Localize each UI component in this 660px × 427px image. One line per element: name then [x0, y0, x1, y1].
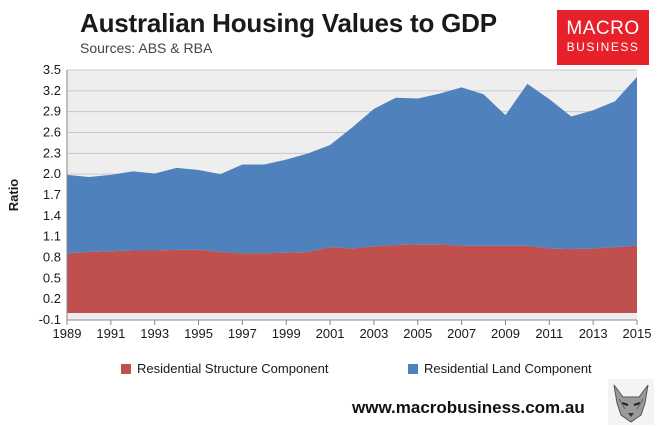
x-tick-label: 2011 [535, 326, 563, 341]
y-tick-label: 0.5 [43, 270, 61, 285]
logo-line2: BUSINESS [566, 40, 640, 54]
y-axis-label: Ratio [6, 179, 21, 212]
x-tick-label: 1997 [228, 326, 257, 341]
y-tick-label: 0.8 [43, 250, 61, 265]
axes [66, 70, 638, 325]
y-tick-label: 2.3 [43, 145, 61, 160]
x-tick-label: 2001 [316, 326, 345, 341]
x-tick-label: 2003 [359, 326, 388, 341]
website-link[interactable]: www.macrobusiness.com.au [352, 398, 585, 417]
chart-title: Australian Housing Values to GDP [80, 8, 497, 38]
logo-line1: MACRO [566, 18, 640, 39]
y-tick-label: -0.1 [39, 312, 61, 327]
y-tick-labels: 3.5 3.2 2.9 2.6 2.3 2.0 1.7 1.4 1.1 0.8 0.5 0.2 -0.1 [39, 62, 61, 327]
y-tick-label: 1.4 [43, 208, 61, 223]
legend-item-structure: Residential Structure Component [121, 361, 329, 376]
wolf-mascot-icon [608, 379, 654, 425]
x-tick-label: 1989 [53, 326, 82, 341]
legend-swatch-land [408, 364, 418, 374]
series-areas [67, 76, 637, 314]
x-tick-label: 2013 [579, 326, 608, 341]
chart-subtitle: Sources: ABS & RBA [80, 40, 213, 56]
y-tick-label: 2.0 [43, 166, 61, 181]
y-tick-label: 2.9 [43, 104, 61, 119]
x-tick-label: 2009 [491, 326, 520, 341]
y-tick-label: 1.7 [43, 187, 61, 202]
y-tick-label: 0.2 [43, 291, 61, 306]
y-tick-label: 2.6 [43, 125, 61, 140]
y-tick-label: 1.1 [43, 229, 61, 244]
y-tick-label: 3.5 [43, 62, 61, 77]
legend-item-land: Residential Land Component [408, 361, 592, 376]
x-tick-label: 2015 [623, 326, 652, 341]
y-tick-label: 3.2 [43, 83, 61, 98]
x-tick-labels: 1989 1991 1993 1995 1997 1999 2001 2003 2005 2007… [53, 326, 652, 341]
legend-label-land: Residential Land Component [424, 361, 592, 376]
legend-swatch-structure [121, 364, 131, 374]
legend-label-structure: Residential Structure Component [137, 361, 329, 376]
x-tick-label: 1995 [184, 326, 213, 341]
x-tick-label: 1999 [272, 326, 301, 341]
x-tick-label: 2005 [403, 326, 432, 341]
macrobusiness-logo: MACRO BUSINESS [557, 10, 649, 65]
x-tick-label: 1991 [96, 326, 125, 341]
x-tick-label: 2007 [447, 326, 476, 341]
series-area-structure [67, 244, 637, 314]
x-tick-label: 1993 [140, 326, 169, 341]
series-area-land [67, 76, 637, 254]
